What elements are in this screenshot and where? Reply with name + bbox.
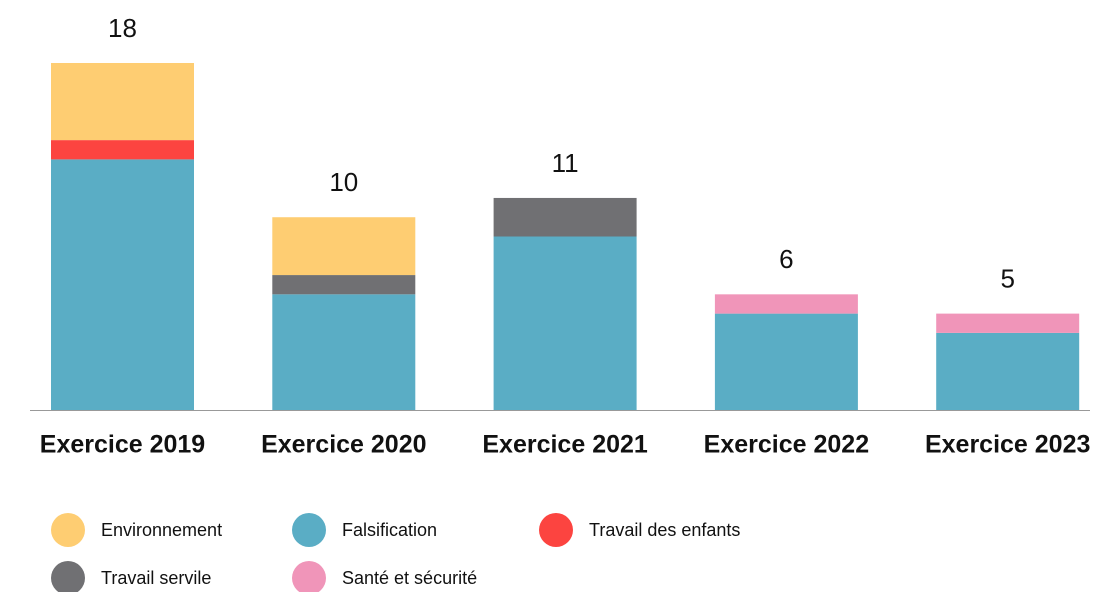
total-label: 6 (779, 244, 793, 274)
legend-label: Santé et sécurité (342, 568, 477, 588)
x-tick-label: Exercice 2019 (40, 431, 205, 459)
bar-segment (714, 294, 858, 314)
legend-swatch (51, 513, 85, 547)
bar-segment (936, 313, 1080, 333)
bar-segment (272, 217, 416, 276)
bar-segment (51, 140, 194, 160)
bar-segment (272, 275, 416, 295)
bar-segment (51, 63, 194, 141)
legend-swatch (292, 561, 326, 592)
x-tick-label: Exercice 2021 (482, 431, 648, 459)
x-tick-label: Exercice 2023 (925, 431, 1090, 459)
bar-segment (493, 197, 637, 237)
bar-segment (51, 159, 194, 410)
bar-segment (493, 236, 637, 410)
x-tick-label: Exercice 2020 (261, 431, 426, 459)
legend-label: Falsification (342, 520, 437, 540)
total-label: 18 (108, 13, 137, 43)
legend-label: Environnement (101, 520, 222, 540)
legend-label: Travail des enfants (589, 520, 740, 540)
bar-segment (714, 313, 858, 410)
bar-segment (936, 332, 1080, 410)
legend-swatch (539, 513, 573, 547)
total-label: 5 (1000, 263, 1014, 293)
total-label: 10 (329, 167, 358, 197)
legend-swatch (51, 561, 85, 592)
x-tick-label: Exercice 2022 (704, 431, 869, 459)
bar-segment (272, 294, 416, 410)
total-label: 11 (552, 148, 579, 178)
legend-swatch (292, 513, 326, 547)
legend-label: Travail servile (101, 568, 211, 588)
